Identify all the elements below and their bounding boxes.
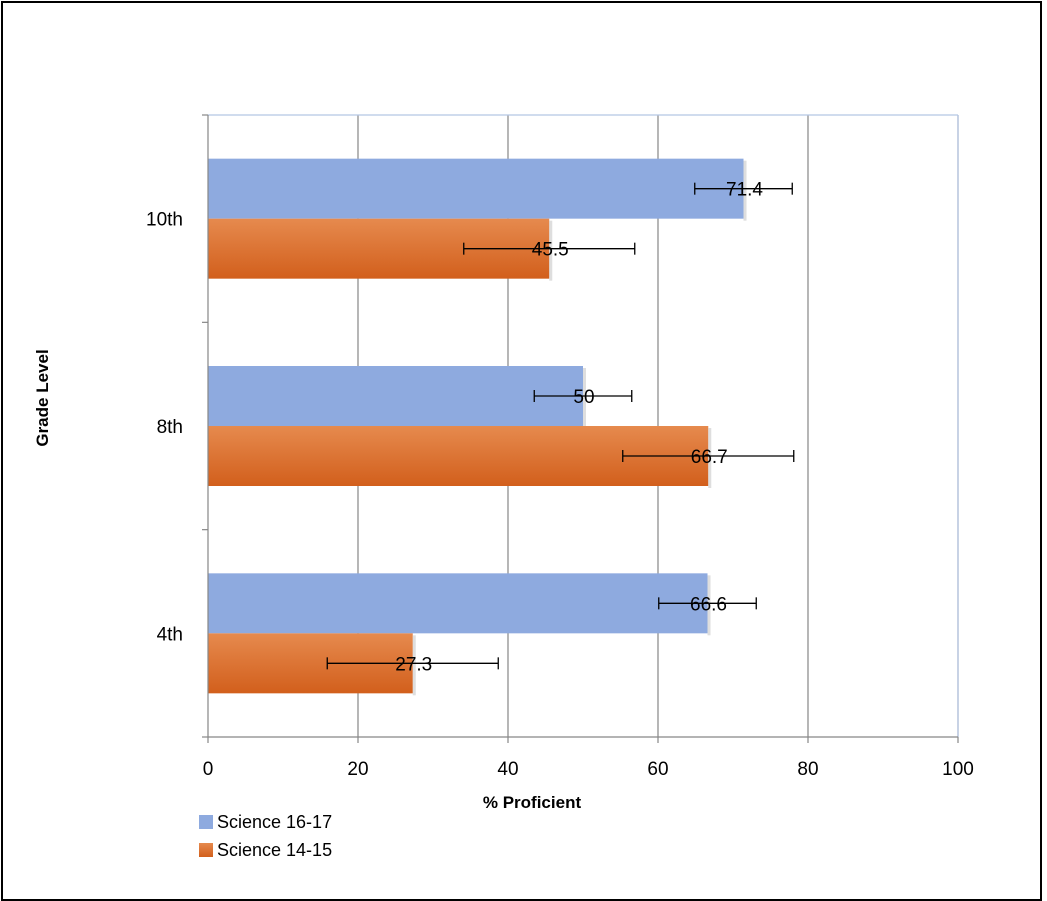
- y-tick-label: 8th: [157, 417, 183, 438]
- data-label: 66.6: [690, 594, 727, 615]
- legend: Science 16-17 Science 14-15: [199, 812, 332, 860]
- legend-swatch: [199, 815, 213, 829]
- y-tick-label: 4th: [157, 624, 183, 645]
- bar-shadow: [412, 635, 416, 696]
- x-tick-label: 100: [942, 759, 974, 780]
- x-tick-label: 20: [347, 759, 368, 780]
- bar-shadow: [583, 368, 586, 428]
- y-tick-label: 10th: [146, 210, 183, 231]
- data-labels: 66.6 27.3 50 66.7 71.4 45.5: [395, 180, 763, 676]
- bar-shadow: [549, 220, 553, 281]
- bar: [208, 573, 708, 634]
- x-axis-title: % Proficient: [483, 793, 582, 812]
- y-axis-title: Grade Level: [33, 349, 52, 446]
- bar: [208, 366, 583, 426]
- plot-area: [208, 114, 959, 737]
- bar-shadow: [743, 160, 747, 221]
- x-tick-label: 40: [497, 759, 518, 780]
- data-label: 50: [573, 387, 594, 408]
- data-label: 45.5: [532, 240, 569, 261]
- error-bars: [326, 182, 795, 670]
- axes: 0 20 40 60 80 100 4th 8th 10th: [146, 114, 974, 780]
- data-label: 71.4: [726, 180, 763, 201]
- legend-swatch: [199, 843, 213, 857]
- x-tick-label: 0: [203, 759, 214, 780]
- legend-label: Science 14-15: [217, 840, 332, 860]
- x-tick-label: 60: [647, 759, 668, 780]
- legend-label: Science 16-17: [217, 812, 332, 832]
- bar-chart: 66.6 27.3 50 66.7 71.4 45.5 0 20 40 60 80 100 4th 8t…: [33, 114, 974, 860]
- bar-shadow: [707, 575, 711, 636]
- bar-shadow: [708, 428, 712, 488]
- data-label: 66.7: [691, 447, 728, 468]
- bars: [208, 158, 747, 696]
- x-tick-label: 80: [797, 759, 818, 780]
- bar: [208, 158, 744, 219]
- data-label: 27.3: [395, 654, 432, 675]
